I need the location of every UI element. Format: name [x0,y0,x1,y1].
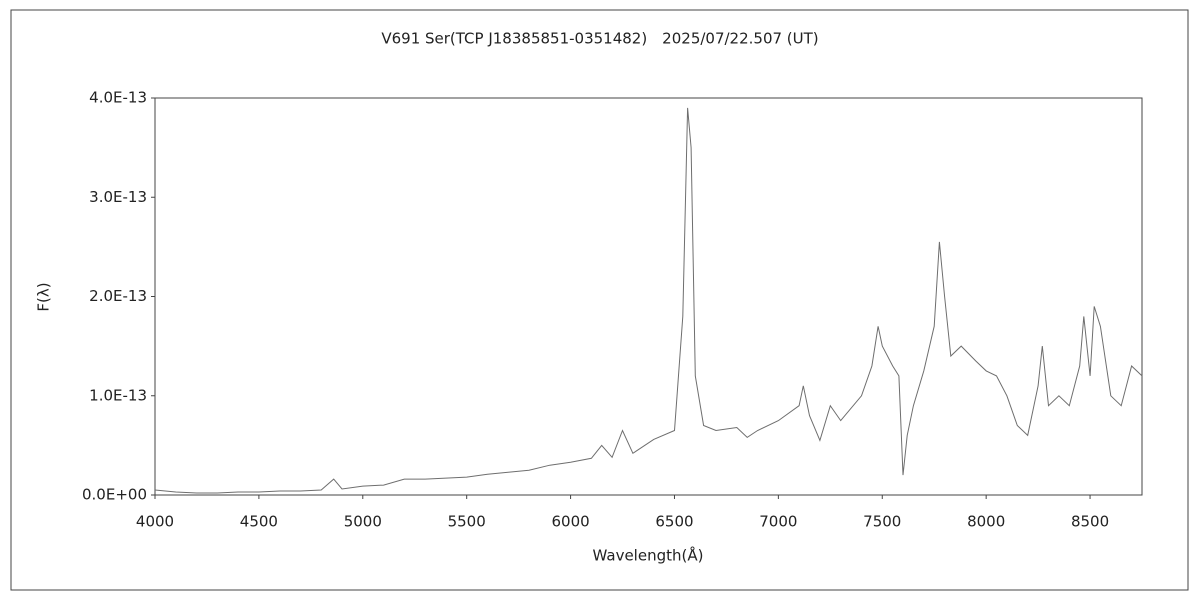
spectrum-line [154,107,1143,494]
x-tick-label: 4500 [240,513,278,531]
x-tick-label: 8000 [967,513,1005,531]
x-tick-label: 5500 [448,513,486,531]
x-tick-label: 7500 [863,513,901,531]
y-tick-label: 2.0E-13 [89,287,147,305]
chart-title: V691 Ser(TCP J18385851-0351482) 2025/07/… [381,30,818,48]
chart-frame [10,9,1189,591]
x-tick-label: 4000 [136,513,174,531]
x-tick-label: 8500 [1071,513,1109,531]
x-tick-label: 7000 [759,513,797,531]
y-tick-label: 3.0E-13 [89,188,147,206]
x-axis-label: Wavelength(Å) [593,546,704,565]
y-axis-label: F(λ) [35,282,53,311]
x-tick-label: 6000 [551,513,589,531]
y-tick-label: 1.0E-13 [89,386,147,404]
y-tick-label: 0.0E+00 [82,486,147,504]
x-tick-label: 6500 [655,513,693,531]
y-tick-label: 4.0E-13 [89,89,147,107]
x-tick-label: 5000 [344,513,382,531]
